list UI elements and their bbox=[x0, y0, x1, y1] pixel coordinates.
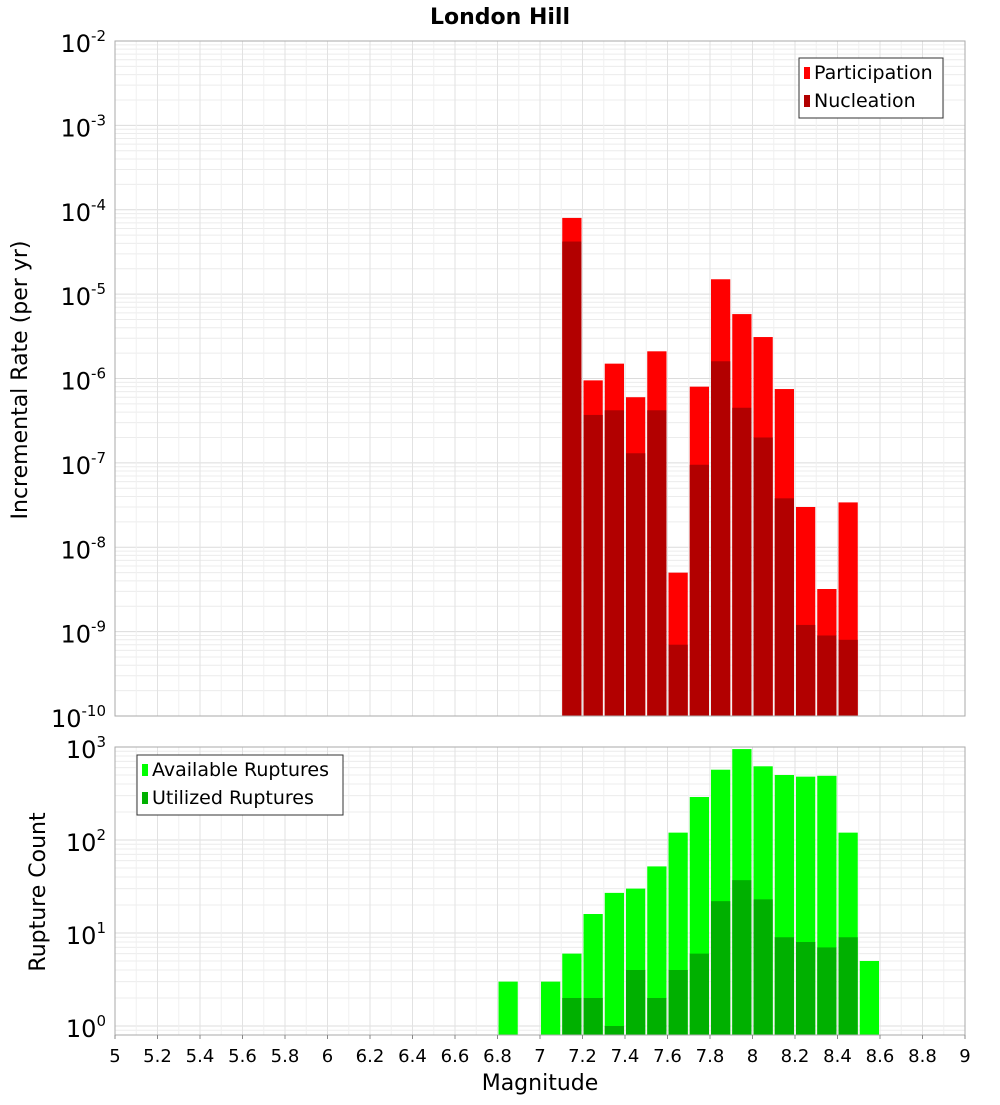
legend-swatch bbox=[142, 792, 148, 804]
rate-y-tick-label: 10-4 bbox=[60, 196, 106, 227]
count-bar-b bbox=[838, 937, 858, 1035]
count-bar-b bbox=[562, 997, 582, 1035]
x-tick-label: 8.8 bbox=[908, 1046, 937, 1067]
x-tick-label: 5.8 bbox=[271, 1046, 300, 1067]
x-tick-label: 7.8 bbox=[696, 1046, 725, 1067]
rate-bar-b bbox=[689, 464, 709, 716]
count-bar-a bbox=[498, 981, 518, 1035]
rate-y-tick-label: 10-9 bbox=[60, 618, 106, 649]
rate-bar-b bbox=[796, 624, 816, 716]
count-panel: 100 101 102 103 5 5.2 5.4 5.6 5.8 6 6.2 6.4 6.6 6.8 7 7… bbox=[66, 733, 971, 1067]
rate-y-tick-label: 10-8 bbox=[60, 533, 106, 564]
rate-bar-b bbox=[583, 414, 603, 716]
chart-title: London Hill bbox=[430, 5, 570, 30]
rate-bar-b bbox=[604, 410, 624, 716]
x-tick-label: 9 bbox=[959, 1046, 970, 1067]
rate-bar-b bbox=[711, 361, 731, 716]
rate-y-tick-label: 10-7 bbox=[60, 449, 106, 480]
count-bar-b bbox=[774, 937, 794, 1035]
legend-swatch bbox=[142, 764, 148, 776]
legend-box bbox=[798, 57, 944, 119]
x-tick-label: 8.4 bbox=[823, 1046, 852, 1067]
rate-y-tick-label: 10-2 bbox=[60, 27, 106, 58]
count-bar-b bbox=[711, 901, 731, 1035]
x-tick-label: 5.4 bbox=[186, 1046, 215, 1067]
rate-bar-b bbox=[753, 437, 773, 716]
legend-swatch bbox=[804, 95, 810, 107]
count-bar-b bbox=[796, 942, 816, 1035]
x-tick-label: 8.6 bbox=[866, 1046, 895, 1067]
x-axis-label: Magnitude bbox=[482, 1071, 599, 1096]
count-bar-a bbox=[647, 866, 667, 1035]
count-y-tick-label: 103 bbox=[66, 733, 106, 764]
x-tick-label: 6.2 bbox=[356, 1046, 385, 1067]
rate-bar-b bbox=[626, 453, 646, 716]
legend-label: Available Ruptures bbox=[152, 759, 329, 781]
x-tick-label: 7.4 bbox=[611, 1046, 640, 1067]
count-bar-b bbox=[689, 953, 709, 1035]
rate-bar-b bbox=[817, 635, 837, 716]
count-bar-b bbox=[604, 1025, 624, 1035]
x-tick-label: 7.2 bbox=[568, 1046, 597, 1067]
top-y-axis-label: Incremental Rate (per yr) bbox=[8, 241, 33, 520]
legend-swatch bbox=[804, 67, 810, 79]
x-tick-label: 5 bbox=[109, 1046, 120, 1067]
count-y-tick-label: 102 bbox=[66, 826, 106, 857]
x-tick-label: 8.2 bbox=[781, 1046, 810, 1067]
rate-bar-b bbox=[562, 241, 582, 717]
count-bar-a bbox=[604, 892, 624, 1035]
rate-y-tick-label: 10-10 bbox=[51, 702, 106, 733]
rate-y-tick-label: 10-3 bbox=[60, 111, 106, 142]
x-tick-label: 8 bbox=[747, 1046, 758, 1067]
count-bar-b bbox=[732, 880, 752, 1035]
x-tick-label: 6 bbox=[322, 1046, 333, 1067]
count-y-tick-label: 101 bbox=[66, 919, 106, 950]
rate-bar-b bbox=[668, 644, 688, 716]
legend-label: Participation bbox=[814, 62, 933, 84]
rate-bar-b bbox=[774, 498, 794, 716]
rate-bar-b bbox=[732, 407, 752, 716]
legend-box bbox=[136, 754, 344, 816]
legend-label: Nucleation bbox=[814, 90, 916, 112]
count-bar-a bbox=[859, 960, 879, 1035]
rate-bar-b bbox=[838, 639, 858, 716]
bottom-y-axis-label: Rupture Count bbox=[26, 812, 51, 972]
rate-bar-b bbox=[647, 410, 667, 716]
x-tick-label: 6.6 bbox=[441, 1046, 470, 1067]
rate-legend: Participation Nucleation bbox=[798, 57, 944, 119]
count-bar-b bbox=[583, 997, 603, 1035]
rate-y-tick-label: 10-5 bbox=[60, 280, 106, 311]
x-tick-label: 5.6 bbox=[228, 1046, 257, 1067]
count-y-tick-label: 100 bbox=[66, 1012, 106, 1043]
rate-y-tick-label: 10-6 bbox=[60, 365, 106, 396]
count-bar-b bbox=[668, 969, 688, 1035]
x-tick-label: 5.2 bbox=[143, 1046, 172, 1067]
count-bar-b bbox=[817, 947, 837, 1035]
x-tick-label: 7.6 bbox=[653, 1046, 682, 1067]
x-tick-label: 7 bbox=[534, 1046, 545, 1067]
legend-label: Utilized Ruptures bbox=[152, 787, 314, 809]
count-legend: Available Ruptures Utilized Ruptures bbox=[136, 754, 344, 816]
x-tick-label: 6.8 bbox=[483, 1046, 512, 1067]
x-tick-label: 6.4 bbox=[398, 1046, 427, 1067]
count-bar-b bbox=[647, 997, 667, 1035]
count-bar-b bbox=[753, 899, 773, 1035]
count-bar-b bbox=[626, 969, 646, 1035]
count-bar-a bbox=[541, 981, 561, 1035]
rate-plot-frame bbox=[114, 40, 966, 717]
rate-panel: 10-10 10-9 10-8 10-7 10-6 10-5 10-4 10-3 10-2 Par… bbox=[51, 27, 966, 733]
